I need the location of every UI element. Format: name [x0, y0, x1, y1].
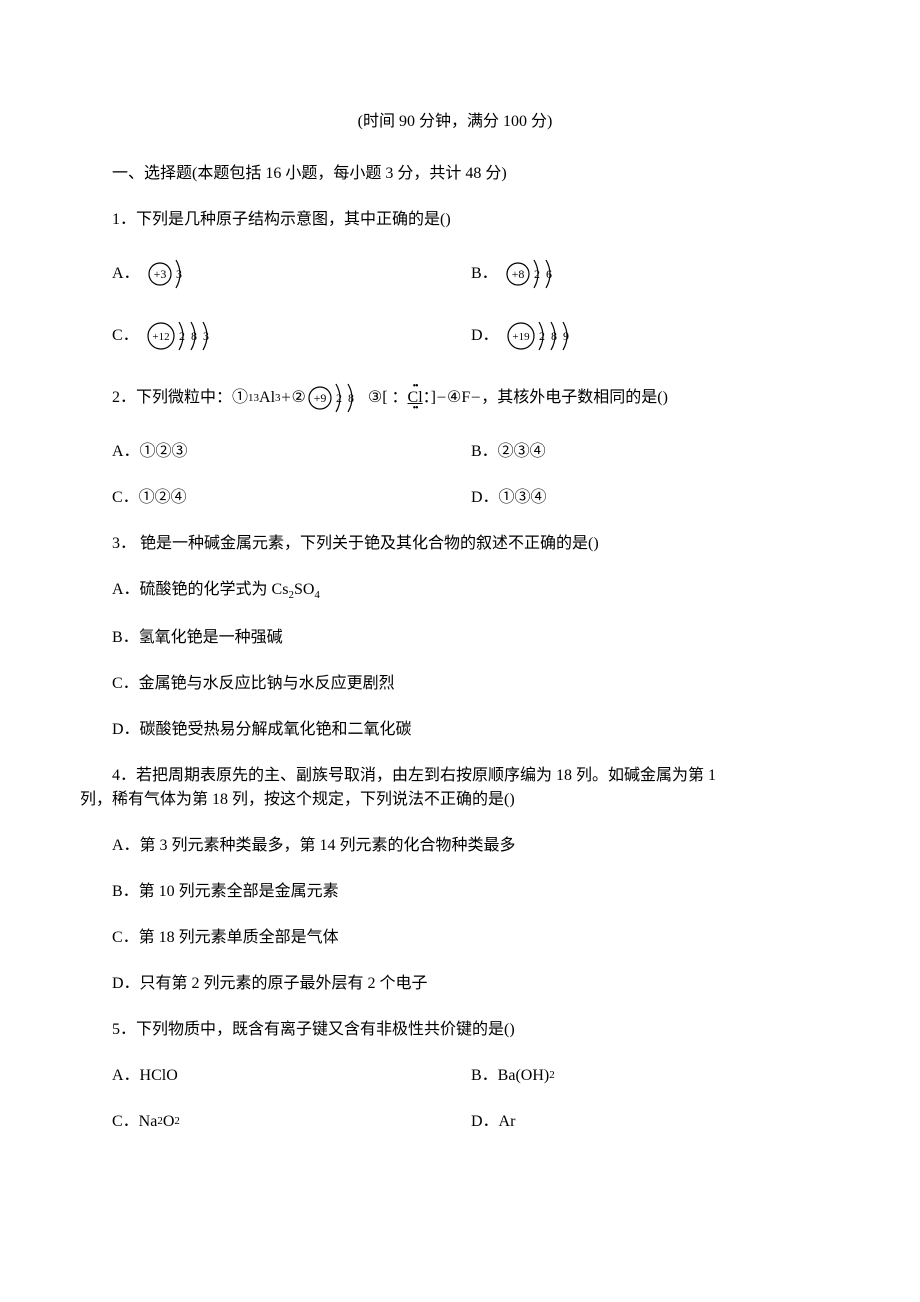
svg-text:+8: +8: [511, 267, 524, 281]
q5-opt-b: B．Ba(OH)2: [471, 1064, 830, 1088]
q3-a-mid: SO: [294, 581, 314, 598]
q4-opt-b: B．第 10 列元素全部是金属元素: [80, 880, 830, 904]
q3-a-sub2: 4: [314, 589, 320, 601]
q2-mid2: ③[ ：: [368, 386, 408, 410]
q2-al: Al: [259, 386, 275, 410]
svg-text:6: 6: [546, 267, 552, 281]
q1-d-label: D．: [471, 324, 499, 348]
q5-c-mid: O: [163, 1110, 175, 1134]
q3-opt-c: C．金属铯与水反应比钠与水反应更剧烈: [80, 672, 830, 696]
q4-line1: 4．若把周期表原先的主、副族号取消，由左到右按原顺序编为 18 列。如碱金属为第…: [80, 764, 830, 788]
svg-text:8: 8: [191, 329, 197, 343]
atom-diagram-a: +3 3: [146, 254, 196, 294]
q2-mid1: ②: [292, 386, 306, 410]
q4-opt-a: A．第 3 列元素种类最多，第 14 列元素的化合物种类最多: [80, 834, 830, 858]
q2-charge: －: [436, 390, 447, 407]
atom-diagram-c: +12 2 8 3: [145, 316, 225, 356]
svg-text:+9: +9: [313, 391, 326, 405]
atom-diagram-d: +19 2 8 9: [505, 316, 585, 356]
q2-prefix: 2．下列微粒中：①: [112, 386, 248, 410]
q3-opt-a: A．硫酸铯的化学式为 Cs2SO4: [80, 578, 830, 604]
q2-row-ab: A．①②③ B．②③④: [80, 440, 830, 464]
q4-opt-c: C．第 18 列元素单质全部是气体: [80, 926, 830, 950]
q2-opt-b: B．②③④: [471, 440, 830, 464]
q2-suffix: ，其核外电子数相同的是(): [481, 386, 668, 410]
q2-al-sup: 3＋: [275, 390, 292, 407]
svg-text:3: 3: [176, 267, 182, 281]
svg-text:2: 2: [539, 329, 545, 343]
q1-opt-c: C． +12 2 8 3: [112, 316, 471, 356]
svg-text:+3: +3: [153, 267, 166, 281]
svg-text:2: 2: [179, 329, 185, 343]
q2-opt-d: D．①③④: [471, 486, 830, 510]
q1-opt-d: D． +19 2 8 9: [471, 316, 830, 356]
svg-text:+12: +12: [152, 331, 169, 343]
q5-text: 5．下列物质中，既含有离子键又含有非极性共价键的是(): [80, 1018, 830, 1042]
q1-row-ab: A． +3 3 B． +8 2 6: [80, 254, 830, 294]
q4-opt-d: D．只有第 2 列元素的原子最外层有 2 个电子: [80, 972, 830, 996]
q5-c-pre: C．Na: [112, 1110, 157, 1134]
svg-text:9: 9: [563, 329, 569, 343]
q5-b-sub: 2: [549, 1067, 555, 1084]
q4-line2: 列，稀有气体为第 18 列，按这个规定，下列说法不正确的是(): [80, 788, 830, 812]
exam-header: (时间 90 分钟，满分 100 分): [80, 110, 830, 134]
q5-opt-c: C．Na2O2: [112, 1110, 471, 1134]
svg-text:3: 3: [203, 329, 209, 343]
q2-f-sup: －: [470, 390, 481, 407]
atom-diagram-b: +8 2 6: [504, 254, 566, 294]
q2-mid4: ④F: [447, 386, 470, 410]
svg-text:+19: +19: [512, 331, 530, 343]
q1-text: 1．下列是几种原子结构示意图，其中正确的是(): [80, 208, 830, 232]
q3-text: 3． 铯是一种碱金属元素，下列关于铯及其化合物的叙述不正确的是(): [80, 532, 830, 556]
q3-opt-d: D．碳酸铯受热易分解成氧化铯和二氧化碳: [80, 718, 830, 742]
q5-c-sub2: 2: [174, 1113, 180, 1130]
q5-row-cd: C．Na2O2 D．Ar: [80, 1110, 830, 1134]
svg-text:2: 2: [534, 267, 540, 281]
svg-text:8: 8: [348, 391, 354, 405]
q5-row-ab: A．HClO B．Ba(OH)2: [80, 1064, 830, 1088]
q5-b-pre: B．Ba(OH): [471, 1064, 549, 1088]
q5-opt-d: D．Ar: [471, 1110, 830, 1134]
q2-opt-a: A．①②③: [112, 440, 471, 464]
q1-opt-a: A． +3 3: [112, 254, 471, 294]
q3-opt-b: B．氢氧化铯是一种强碱: [80, 626, 830, 650]
q2-mid3: ：]: [423, 386, 436, 410]
q2-al-sub: 13: [248, 390, 259, 407]
atom-diagram-q2: +9 2 8: [306, 378, 368, 418]
svg-text:2: 2: [336, 391, 342, 405]
q1-a-label: A．: [112, 262, 140, 286]
q2-text: 2．下列微粒中：① 13 Al 3＋ ② +9 2 8 ③[ ： •• Cl •…: [80, 378, 830, 418]
q1-opt-b: B． +8 2 6: [471, 254, 830, 294]
q1-row-cd: C． +12 2 8 3 D． +19 2 8: [80, 316, 830, 356]
q2-opt-c: C．①②④: [112, 486, 471, 510]
q1-b-label: B．: [471, 262, 498, 286]
lewis-cl: •• Cl ••: [408, 390, 423, 406]
q1-c-label: C．: [112, 324, 139, 348]
q2-row-cd: C．①②④ D．①③④: [80, 486, 830, 510]
q5-opt-a: A．HClO: [112, 1064, 471, 1088]
svg-text:8: 8: [551, 329, 557, 343]
q3-a-pre: A．硫酸铯的化学式为 Cs: [112, 581, 288, 598]
section-1-title: 一、选择题(本题包括 16 小题，每小题 3 分，共计 48 分): [80, 162, 830, 186]
